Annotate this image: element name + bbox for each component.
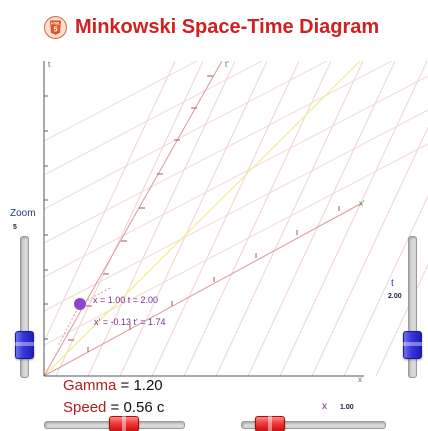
html5-icon: HTML 5 bbox=[44, 15, 67, 39]
x-prime-axis-label: x' bbox=[359, 199, 365, 208]
grid-lines-front bbox=[44, 61, 428, 346]
light-cone-line bbox=[44, 61, 361, 376]
speed-slider[interactable] bbox=[44, 416, 185, 431]
gamma-value: = 1.20 bbox=[120, 377, 163, 394]
zoom-value: 5 bbox=[13, 224, 17, 231]
html5-number: 5 bbox=[54, 26, 58, 33]
t-control-value: 2.00 bbox=[388, 293, 402, 300]
x-prime-axis bbox=[44, 202, 363, 376]
x-control-label: x bbox=[322, 401, 327, 412]
gamma-label: Gamma bbox=[63, 377, 117, 394]
html5-text: HTML bbox=[51, 21, 60, 25]
t-prime-ticks bbox=[68, 75, 213, 341]
t-prime-axis bbox=[44, 61, 223, 376]
zoom-slider-thumb[interactable] bbox=[14, 331, 35, 359]
t-slider-thumb[interactable] bbox=[402, 331, 423, 359]
speed-value: = 0.56 c bbox=[110, 399, 165, 416]
page-header: HTML 5 Minkowski Space-Time Diagram bbox=[44, 12, 379, 42]
zoom-slider-track[interactable] bbox=[20, 236, 29, 378]
page-title: Minkowski Space-Time Diagram bbox=[75, 16, 380, 38]
zoom-label: Zoom bbox=[10, 208, 36, 219]
x-slider-track[interactable] bbox=[241, 421, 386, 429]
primary-axis-ticks bbox=[44, 95, 48, 340]
t-slider-track[interactable] bbox=[408, 236, 417, 378]
x-control-value: 1.00 bbox=[340, 404, 354, 411]
x-axis-label: x bbox=[358, 375, 362, 384]
t-slider[interactable] bbox=[402, 236, 423, 382]
zoom-slider[interactable] bbox=[14, 236, 35, 382]
event-point[interactable] bbox=[74, 298, 86, 310]
grid-lines-back bbox=[44, 61, 428, 376]
speed-slider-thumb[interactable] bbox=[109, 416, 139, 431]
speed-readout: Speed = 0.56 c bbox=[63, 399, 164, 417]
event-coordinates-primary: x = 1.00 t = 2.00 bbox=[93, 295, 158, 305]
t-prime-axis-label: t' bbox=[225, 60, 229, 69]
x-slider-thumb[interactable] bbox=[255, 416, 285, 431]
x-slider[interactable] bbox=[241, 416, 386, 431]
x-prime-ticks bbox=[87, 206, 340, 352]
speed-label: Speed bbox=[63, 399, 107, 416]
event-coordinates-boosted: x' = -0.13 t' = 1.74 bbox=[94, 317, 165, 327]
t-control-label: t bbox=[391, 278, 394, 289]
gamma-readout: Gamma = 1.20 bbox=[63, 377, 163, 395]
t-axis-label: t bbox=[48, 60, 51, 69]
